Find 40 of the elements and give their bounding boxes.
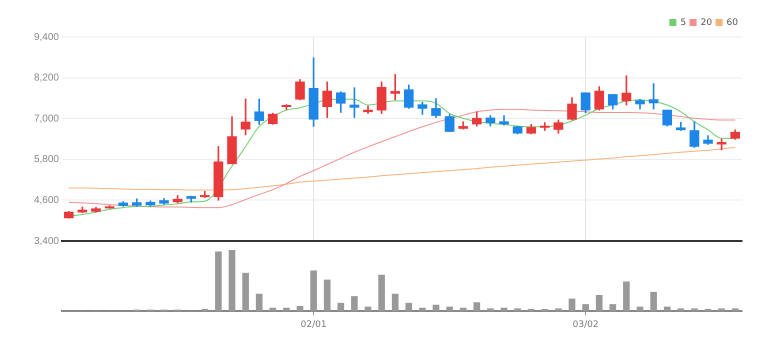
y-tick-label: 5,800	[34, 154, 60, 166]
bar	[623, 281, 630, 312]
bar	[351, 296, 358, 312]
y-tick-label: 7,000	[34, 113, 60, 124]
candlestick	[390, 74, 400, 100]
bar	[568, 298, 576, 312]
candlestick	[78, 206, 88, 214]
bar	[636, 306, 644, 312]
bar	[582, 304, 589, 312]
bar	[242, 272, 249, 312]
bar	[446, 306, 453, 312]
bar	[596, 294, 603, 312]
bar	[664, 306, 671, 312]
bar	[650, 292, 657, 312]
bar	[310, 270, 317, 312]
y-tick-label: 8,200	[34, 72, 60, 84]
bar	[609, 304, 616, 312]
bar	[324, 280, 331, 312]
bar	[296, 306, 304, 312]
y-tick-label: 4,600	[34, 194, 60, 206]
x-tick-label: 03/02	[572, 320, 599, 330]
bar	[378, 274, 385, 312]
candlestick	[703, 135, 713, 145]
bar	[432, 304, 440, 312]
bar	[364, 306, 372, 312]
bar	[215, 252, 222, 312]
legend-label: 20	[700, 18, 712, 28]
bar	[473, 302, 480, 312]
bar	[392, 294, 399, 312]
y-tick-label: 3,400	[34, 236, 60, 247]
bar	[337, 302, 344, 312]
bar	[405, 302, 412, 312]
bar	[256, 294, 263, 312]
bar	[500, 308, 508, 312]
bar	[228, 250, 236, 312]
candlestick	[648, 83, 658, 110]
y-tick-label: 9,400	[34, 32, 60, 43]
x-tick-label: 02/01	[300, 320, 327, 330]
legend-label: 5	[680, 18, 686, 28]
legend-label: 60	[726, 18, 738, 28]
